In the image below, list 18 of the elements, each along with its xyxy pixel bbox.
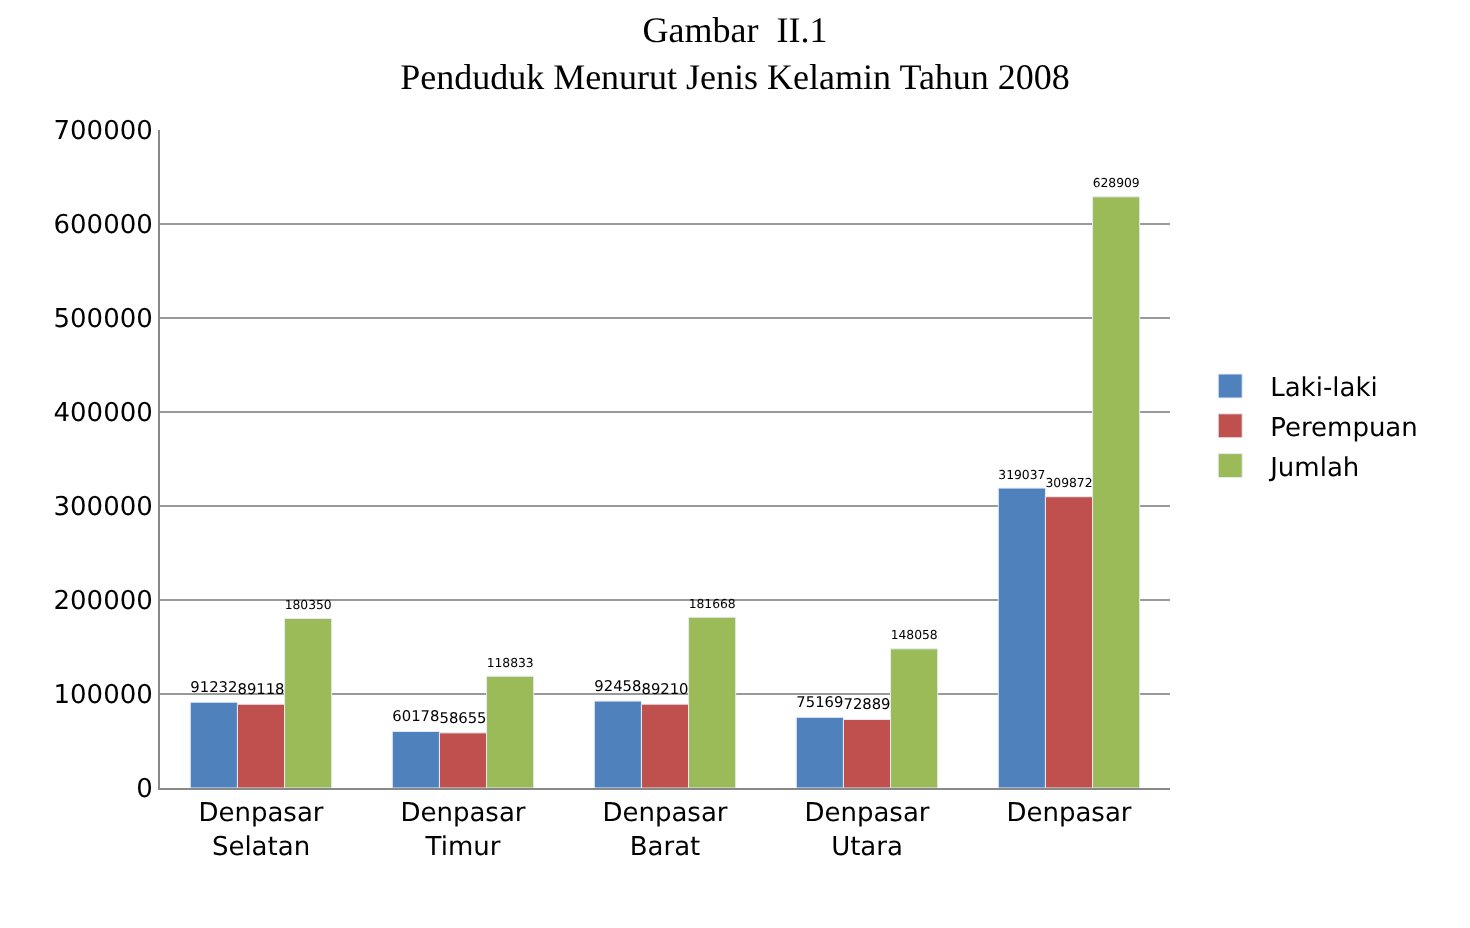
legend-label: Laki-laki: [1270, 374, 1378, 405]
chart-subtitle: Penduduk Menurut Jenis Kelamin Tahun 2008: [400, 56, 1070, 97]
legend-label: Perempuan: [1270, 413, 1418, 444]
y-tick-label: 300000: [53, 493, 153, 524]
y-tick-label: 100000: [53, 681, 153, 712]
y-tick-label: 600000: [53, 211, 153, 242]
y-tick-label: 700000: [53, 117, 153, 148]
x-tick-label: Denpasar Timur: [400, 799, 527, 863]
x-tick-label: Denpasar Utara: [804, 799, 931, 863]
y-tick-label: 200000: [53, 587, 153, 618]
y-tick-label: 500000: [53, 305, 153, 336]
x-tick-label: Denpasar Barat: [602, 799, 729, 863]
legend-label: Jumlah: [1268, 453, 1360, 484]
x-tick-label: Denpasar Selatan: [198, 799, 325, 863]
y-tick-label: 0: [136, 775, 153, 806]
x-tick-label: Denpasar: [1006, 799, 1133, 830]
chart-title: Gambar II.1: [642, 9, 828, 50]
y-tick-label: 400000: [53, 399, 153, 430]
